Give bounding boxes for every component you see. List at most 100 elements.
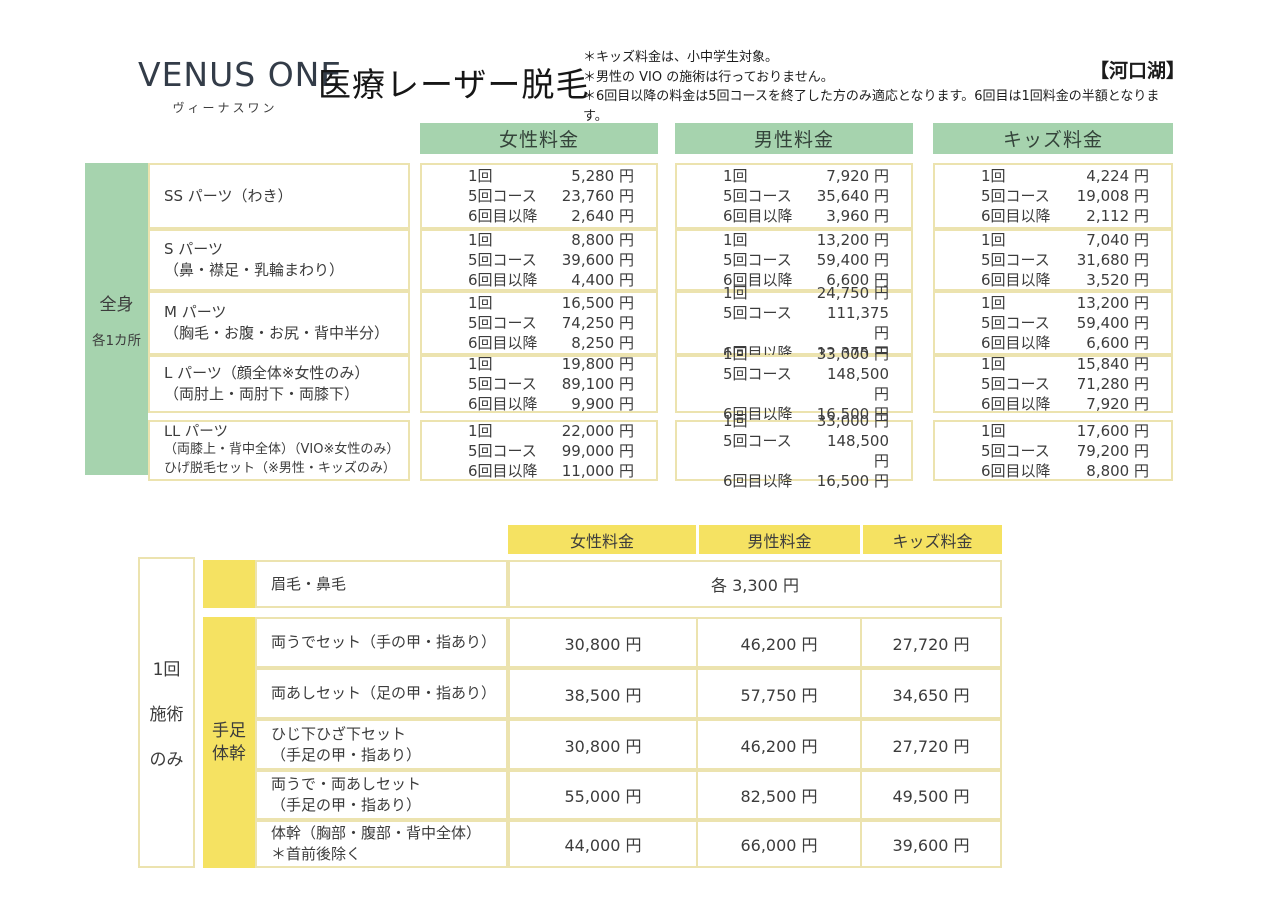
price-cell-female: 44,000 円	[508, 820, 698, 868]
price-cell-female: 1回 22,000 円 5回コース 99,000 円 6回目以降 11,000 円	[420, 420, 658, 481]
price-value: 6,600 円	[826, 271, 889, 289]
part-name-line: （手足の甲・指あり）	[271, 745, 422, 764]
price-value: 39,600 円	[561, 251, 634, 269]
part-name-line: ひじ下ひざ下セット	[271, 724, 407, 743]
price-cell-male: 82,500 円	[696, 770, 862, 820]
price-cell-male: 1回 24,750 円 5回コース 111,375 円 6回目以降 12,375 円	[675, 284, 913, 362]
price-label: 1回	[981, 294, 1006, 312]
col-header-kids: キッズ料金	[933, 123, 1173, 154]
price-label: 5回コース	[981, 441, 1050, 460]
price-cell-male: 46,200 円	[696, 617, 862, 668]
price-value: 7,040 円	[1086, 231, 1149, 249]
part-name-line: （手足の甲・指あり）	[271, 796, 422, 814]
price-label: 1回	[723, 284, 748, 302]
price-label: 1回	[468, 355, 493, 373]
price-label: 5回コース	[723, 431, 792, 450]
group-label-line: 体幹	[212, 743, 246, 764]
price-cell-male: 46,200 円	[696, 719, 862, 770]
price-value: 71,280 円	[1076, 375, 1149, 393]
price-value: 13,200 円	[1076, 294, 1149, 312]
price-label: 5回コース	[468, 187, 537, 205]
note-line: ＊キッズ料金は、小中学生対象。	[583, 50, 779, 65]
price-value: 17,600 円	[1076, 421, 1149, 440]
price-value: 5,280 円	[571, 167, 634, 185]
price-label: 1回	[981, 355, 1006, 373]
price-cell-male: 57,750 円	[696, 668, 862, 719]
price-value: 31,680 円	[1076, 251, 1149, 269]
price-value: 2,112 円	[1086, 207, 1149, 225]
price-value: 3,960 円	[826, 207, 889, 225]
price-value: 11,000 円	[561, 461, 634, 480]
price-cell-kids: 49,500 円	[860, 770, 1002, 820]
price-cell-kids: 1回 7,040 円 5回コース 31,680 円 6回目以降 3,520 円	[933, 229, 1173, 291]
price-value: 19,800 円	[561, 355, 634, 373]
price-value: 99,000 円	[561, 441, 634, 460]
price-label: 1回	[723, 345, 748, 363]
price-cell-female: 1回 19,800 円 5回コース 89,100 円 6回目以降 9,900 円	[420, 355, 658, 413]
part-name-cell: SS パーツ（わき）	[148, 163, 410, 229]
price-value: 59,400 円	[1076, 314, 1149, 332]
price-label: 1回	[981, 167, 1006, 185]
part-name-line: 眉毛・鼻毛	[271, 574, 347, 593]
notes-block: ＊キッズ料金は、小中学生対象。 ＊男性の VIO の施術は行っておりません。 ＊…	[583, 48, 1183, 126]
side-label-line: 施術	[149, 705, 184, 725]
part-name-cell: 両うでセット（手の甲・指あり）	[255, 617, 508, 668]
group-label-line: 手足	[212, 721, 246, 742]
price-label: 1回	[723, 411, 748, 430]
col-header-female: 女性料金	[420, 123, 658, 154]
price-value: 33,000 円	[816, 411, 889, 430]
price-value: 16,500 円	[816, 471, 889, 490]
price-value: 6,600 円	[1086, 334, 1149, 352]
price-value: 13,200 円	[816, 231, 889, 249]
price-value: 9,900 円	[571, 395, 634, 413]
price-value: 24,750 円	[816, 284, 889, 302]
price-value: 16,500 円	[816, 405, 889, 423]
price-label: 5回コース	[723, 187, 792, 205]
side-label-line: 全身	[99, 294, 134, 315]
location-label: 【河口湖】	[1090, 60, 1186, 82]
price-label: 1回	[981, 231, 1006, 249]
part-name-cell: L パーツ（顔全体※女性のみ） （両肘上・両肘下・両膝下）	[148, 355, 410, 413]
price-label: 6回目以降	[981, 334, 1051, 352]
price-label: 5回コース	[723, 251, 792, 269]
note-line: ＊6回目以降の料金は5回コースを終了した方のみ適応となります。6回目は1回料金の…	[583, 89, 1160, 124]
part-name-cell: 体幹（胸部・腹部・背中全体） ＊首前後除く	[255, 820, 508, 868]
side-label-line: のみ	[149, 750, 184, 770]
price-label: 5回コース	[468, 375, 537, 393]
col-header-male: 男性料金	[699, 525, 860, 554]
price-label: 5回コース	[981, 251, 1050, 269]
part-name-line: SS パーツ（わき）	[164, 186, 293, 205]
part-name-line: M パーツ	[164, 303, 227, 321]
part-name-cell: 眉毛・鼻毛	[255, 560, 508, 608]
price-cell-female: 1回 5,280 円 5回コース 23,760 円 6回目以降 2,640 円	[420, 163, 658, 229]
price-cell-kids: 1回 15,840 円 5回コース 71,280 円 6回目以降 7,920 円	[933, 355, 1173, 413]
price-value: 74,250 円	[561, 314, 634, 332]
price-cell-kids: 27,720 円	[860, 719, 1002, 770]
price-label: 6回目以降	[468, 334, 538, 352]
price-value: 33,000 円	[816, 345, 889, 363]
price-cell-male: 1回 33,000 円 5回コース 148,500 円 6回目以降 16,500 円	[675, 412, 913, 490]
price-label: 6回目以降	[723, 471, 793, 490]
price-value: 3,520 円	[1086, 271, 1149, 289]
part-name-line: 両うでセット（手の甲・指あり）	[271, 633, 497, 651]
price-value: 111,375 円	[826, 304, 889, 342]
part-name-line: LL パーツ	[164, 423, 228, 440]
price-cell-kids: 1回 17,600 円 5回コース 79,200 円 6回目以降 8,800 円	[933, 420, 1173, 481]
price-label: 6回目以降	[723, 405, 793, 423]
price-label: 1回	[981, 421, 1006, 440]
price-cell-male: 1回 33,000 円 5回コース 148,500 円 6回目以降 16,500 円	[675, 345, 913, 423]
group-spacer-block	[203, 560, 255, 608]
price-value: 23,760 円	[561, 187, 634, 205]
price-label: 6回目以降	[981, 461, 1051, 480]
price-value: 8,800 円	[571, 231, 634, 249]
part-name-cell: LL パーツ （両膝上・背中全体）（VIO※女性のみ） ひげ脱毛セット（※男性・…	[148, 420, 410, 481]
part-name-line: ＊首前後除く	[271, 845, 362, 863]
group-label-limbs-torso: 手足 体幹	[203, 617, 255, 868]
part-name-cell: 両うで・両あしセット （手足の甲・指あり）	[255, 770, 508, 820]
price-value: 35,640 円	[816, 187, 889, 205]
price-cell-female: 30,800 円	[508, 617, 698, 668]
price-value: 8,250 円	[571, 334, 634, 352]
price-cell-female: 1回 8,800 円 5回コース 39,600 円 6回目以降 4,400 円	[420, 229, 658, 291]
price-value: 8,800 円	[1086, 461, 1149, 480]
price-value: 148,500 円	[826, 431, 889, 470]
